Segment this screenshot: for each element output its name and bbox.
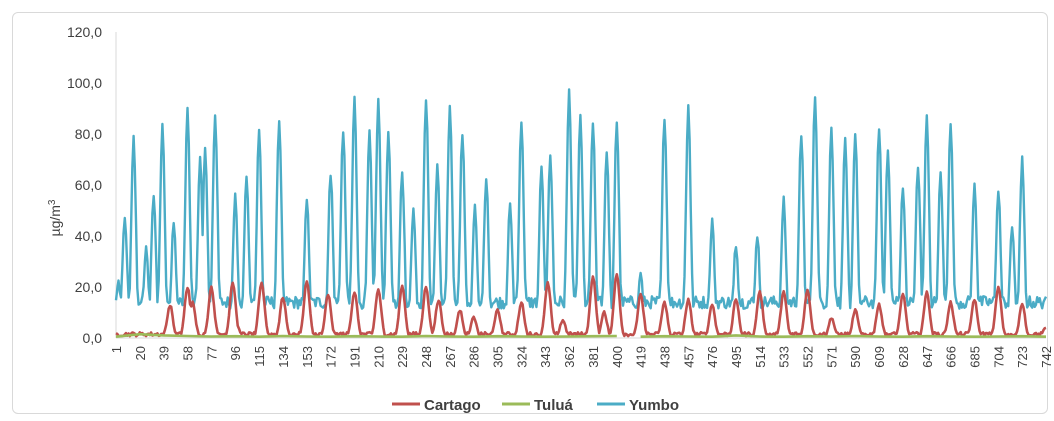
x-tick-label: 419 xyxy=(634,346,649,368)
legend-label: Yumbo xyxy=(629,397,679,414)
x-tick-label: 229 xyxy=(395,346,410,368)
x-tick-label: 286 xyxy=(467,346,482,368)
y-axis-label: µg/m3 xyxy=(47,199,64,236)
x-tick-label: 210 xyxy=(371,346,386,368)
x-tick-label: 1 xyxy=(109,346,124,353)
x-tick-label: 704 xyxy=(991,346,1006,368)
y-tick-label: 60,0 xyxy=(75,177,102,193)
x-tick-label: 248 xyxy=(419,346,434,368)
x-tick-label: 666 xyxy=(944,346,959,368)
y-tick-label: 40,0 xyxy=(75,228,102,244)
x-tick-label: 495 xyxy=(729,346,744,368)
series-line-cartago xyxy=(115,273,1047,338)
x-tick-label: 153 xyxy=(300,346,315,368)
y-tick-label: 120,0 xyxy=(67,24,102,40)
x-tick-label: 552 xyxy=(801,346,816,368)
x-tick-label: 457 xyxy=(681,346,696,368)
x-tick-label: 571 xyxy=(824,346,839,368)
legend-item-yumbo: Yumbo xyxy=(597,397,679,414)
series-line-tulua xyxy=(115,332,1047,338)
legend-label: Tuluá xyxy=(534,397,574,414)
x-tick-label: 514 xyxy=(753,346,768,368)
x-tick-label: 533 xyxy=(777,346,792,368)
x-tick-label: 723 xyxy=(1015,346,1030,368)
x-tick-label: 362 xyxy=(562,346,577,368)
x-tick-label: 400 xyxy=(610,346,625,368)
x-tick-label: 381 xyxy=(586,346,601,368)
legend-item-cartago: Cartago xyxy=(392,397,481,414)
x-tick-label: 77 xyxy=(204,346,219,360)
x-tick-label: 134 xyxy=(276,346,291,368)
legend-item-tulua: Tuluá xyxy=(502,397,574,414)
plot-area xyxy=(114,88,1048,338)
y-tick-label: 20,0 xyxy=(75,279,102,295)
x-tick-label: 590 xyxy=(848,346,863,368)
x-tick-label: 324 xyxy=(514,346,529,368)
x-tick-label: 476 xyxy=(705,346,720,368)
y-tick-label: 0,0 xyxy=(83,330,103,346)
x-axis: 1 20 39 58 77 96 115 134 153 172 191 210 229 248 267 28… xyxy=(109,337,1054,368)
x-tick-label: 58 xyxy=(181,346,196,360)
x-tick-label: 191 xyxy=(347,346,362,368)
x-tick-label: 115 xyxy=(252,346,267,367)
x-tick-label: 609 xyxy=(872,346,887,368)
x-tick-label: 742 xyxy=(1039,346,1054,368)
x-tick-label: 172 xyxy=(324,346,339,368)
y-tick-label: 100,0 xyxy=(67,75,102,91)
x-tick-label: 343 xyxy=(538,346,553,368)
x-tick-label: 305 xyxy=(491,346,506,368)
x-tick-label: 438 xyxy=(657,346,672,368)
x-tick-label: 647 xyxy=(920,346,935,368)
x-tick-label: 20 xyxy=(133,346,148,360)
legend-label: Cartago xyxy=(424,397,481,414)
legend: Cartago Tuluá Yumbo xyxy=(392,397,679,414)
x-tick-label: 39 xyxy=(157,346,172,360)
y-axis: 0,0 20,0 40,0 60,0 80,0 100,0 120,0 xyxy=(67,24,117,346)
x-tick-label: 628 xyxy=(896,346,911,368)
x-tick-label: 96 xyxy=(228,346,243,360)
series-line-yumbo xyxy=(114,88,1048,310)
x-tick-label: 267 xyxy=(443,346,458,368)
y-tick-label: 80,0 xyxy=(75,126,102,142)
x-tick-label: 685 xyxy=(967,346,982,368)
